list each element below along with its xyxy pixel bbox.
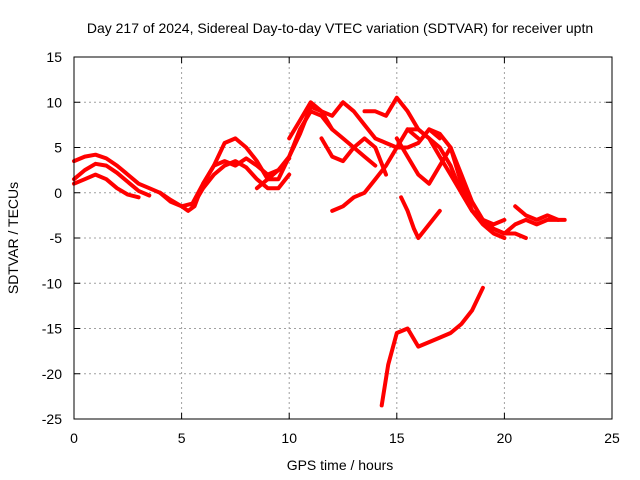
axis-ticks bbox=[73, 56, 613, 420]
x-tick-label: 5 bbox=[178, 430, 186, 446]
y-tick-label: -20 bbox=[42, 366, 62, 382]
y-tick-label: -10 bbox=[42, 275, 62, 291]
chart-title: Day 217 of 2024, Sidereal Day-to-day VTE… bbox=[87, 20, 593, 36]
y-tick-label: 15 bbox=[46, 49, 62, 65]
x-axis-tick-labels: 0 5 10 15 20 25 bbox=[70, 430, 620, 446]
data-series-track-9 bbox=[330, 127, 421, 213]
data-series-track-16 bbox=[513, 204, 567, 222]
data-series-track-15 bbox=[379, 285, 485, 408]
data-series-track-3 bbox=[72, 172, 141, 200]
data-series-track-2 bbox=[72, 161, 152, 198]
grid-lines bbox=[74, 57, 612, 419]
y-tick-label: -5 bbox=[50, 230, 63, 246]
data-series-layer bbox=[72, 95, 567, 408]
x-tick-label: 0 bbox=[70, 430, 78, 446]
y-tick-label: 5 bbox=[54, 140, 62, 156]
y-axis-tick-labels: -25 -20 -15 -10 -5 0 5 10 15 bbox=[42, 49, 62, 427]
data-series-track-13 bbox=[427, 127, 561, 236]
x-tick-label: 15 bbox=[389, 430, 405, 446]
y-tick-label: 10 bbox=[46, 94, 62, 110]
x-tick-label: 20 bbox=[497, 430, 513, 446]
x-axis-label: GPS time / hours bbox=[287, 457, 394, 473]
y-tick-label: -25 bbox=[42, 411, 62, 427]
data-series-track-7 bbox=[287, 100, 442, 150]
x-tick-label: 10 bbox=[281, 430, 297, 446]
y-axis-label: SDTVAR / TECUs bbox=[5, 182, 21, 294]
y-tick-label: -15 bbox=[42, 321, 62, 337]
y-tick-label: 0 bbox=[54, 185, 62, 201]
data-series-track-4 bbox=[158, 109, 335, 213]
data-series-track-8 bbox=[319, 136, 388, 177]
data-series-track-14 bbox=[399, 195, 442, 240]
data-series-track-5 bbox=[190, 159, 292, 209]
data-series-track-10 bbox=[362, 95, 507, 240]
x-tick-label: 25 bbox=[604, 430, 620, 446]
